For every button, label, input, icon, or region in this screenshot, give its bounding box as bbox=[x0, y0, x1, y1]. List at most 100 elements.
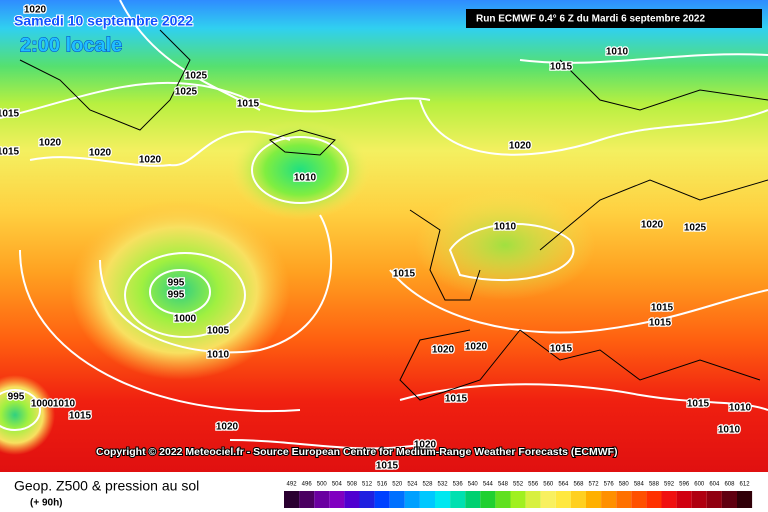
colorbar-label: 496 bbox=[302, 482, 313, 488]
colorbar-label: 512 bbox=[362, 482, 373, 488]
colorbar-label: 592 bbox=[664, 482, 675, 488]
isobar-label: 995 bbox=[8, 392, 25, 403]
isobar-label: 1000 bbox=[31, 399, 54, 410]
isobar-label: 1015 bbox=[649, 318, 672, 329]
isobar-label: 1015 bbox=[687, 399, 710, 410]
isobar-label: 1025 bbox=[185, 71, 208, 82]
isobar-label: 1015 bbox=[550, 344, 573, 355]
colorbar-swatch bbox=[737, 491, 753, 508]
colorbar-label: 524 bbox=[407, 482, 418, 488]
low bbox=[230, 120, 370, 220]
colorbar-swatch bbox=[465, 491, 481, 508]
forecast-date: Samedi 10 septembre 2022 bbox=[14, 13, 193, 29]
colorbar-label: 572 bbox=[589, 482, 600, 488]
colorbar-label: 532 bbox=[438, 482, 449, 488]
isobar-label: 1020 bbox=[641, 220, 664, 231]
local-time: 2:00 locale bbox=[20, 34, 122, 56]
isobar-label: 1015 bbox=[237, 99, 260, 110]
isobar-label: 1015 bbox=[376, 461, 399, 472]
colorbar-swatch bbox=[555, 491, 571, 508]
colorbar-label: 520 bbox=[392, 482, 403, 488]
run-box bbox=[466, 9, 762, 28]
colorbar-label: 536 bbox=[453, 482, 464, 488]
colorbar-swatch bbox=[359, 491, 375, 508]
isobar-label: 995 bbox=[168, 290, 185, 301]
colorbar-label: 508 bbox=[347, 482, 358, 488]
colorbar-swatch bbox=[495, 491, 511, 508]
colorbar-swatch bbox=[525, 491, 541, 508]
colorbar-swatch bbox=[661, 491, 677, 508]
colorbar-swatch bbox=[450, 491, 466, 508]
colorbar-swatch bbox=[510, 491, 526, 508]
isobar-label: 1020 bbox=[414, 440, 437, 451]
isobar-label: 1015 bbox=[69, 411, 92, 422]
isobars bbox=[0, 0, 768, 448]
colorbar-swatch bbox=[329, 491, 345, 508]
colorbar-swatch bbox=[344, 491, 360, 508]
colorbar-label: 584 bbox=[634, 482, 645, 488]
isobar-label: 1010 bbox=[294, 173, 317, 184]
low bbox=[0, 375, 55, 455]
low bbox=[70, 200, 290, 380]
colorbar-label: 540 bbox=[468, 482, 479, 488]
isobar-label: 1020 bbox=[465, 342, 488, 353]
colorbar-label: 552 bbox=[513, 482, 524, 488]
isobar-label: 1020 bbox=[139, 155, 162, 166]
colorbar-swatch bbox=[480, 491, 496, 508]
isobar-label: 1010 bbox=[494, 222, 517, 233]
colorbar-swatch bbox=[721, 491, 737, 508]
colorbar-swatch bbox=[314, 491, 330, 508]
colorbar-label: 564 bbox=[558, 482, 569, 488]
colorbar-label: 544 bbox=[483, 482, 494, 488]
colorbar-label: 596 bbox=[679, 482, 690, 488]
lead-time: (+ 90h) bbox=[30, 498, 63, 509]
colorbar-label: 504 bbox=[332, 482, 343, 488]
copyright: Copyright © 2022 Meteociel.fr - Source E… bbox=[96, 446, 618, 458]
colorbar-swatch bbox=[435, 491, 451, 508]
isobar-label: 1020 bbox=[216, 422, 239, 433]
isobar-label: 995 bbox=[168, 278, 185, 289]
isobar-label: 1015 bbox=[651, 303, 674, 314]
colorbar-label: 600 bbox=[694, 482, 705, 488]
colorbar-label: 556 bbox=[528, 482, 539, 488]
colorbar-swatch bbox=[631, 491, 647, 508]
colorbar-swatch bbox=[706, 491, 722, 508]
isobar-label: 1010 bbox=[729, 403, 752, 414]
colorbar-swatch bbox=[586, 491, 602, 508]
isobar-label: 1020 bbox=[24, 5, 47, 16]
colorbar-swatch bbox=[284, 491, 300, 508]
isobar-label: 1015 bbox=[393, 269, 416, 280]
colorbar: 492 496 500 504 508 512 516 520 524 528 532 536 540 5… bbox=[284, 482, 753, 508]
colorbar-label: 548 bbox=[498, 482, 509, 488]
isobar-label: 1005 bbox=[207, 326, 230, 337]
colorbar-label: 612 bbox=[740, 482, 751, 488]
isobar-label: 1025 bbox=[684, 223, 707, 234]
colorbar-swatch bbox=[646, 491, 662, 508]
isobar-label: 1020 bbox=[89, 148, 112, 159]
colorbar-swatch bbox=[299, 491, 315, 508]
colorbar-label: 576 bbox=[604, 482, 615, 488]
colorbar-label: 608 bbox=[724, 482, 735, 488]
isobar-label: 1010 bbox=[53, 399, 76, 410]
colorbar-label: 568 bbox=[573, 482, 584, 488]
run-info: Run ECMWF 0.4° 6 Z du Mardi 6 septembre … bbox=[476, 14, 705, 25]
colorbar-swatch bbox=[616, 491, 632, 508]
colorbar-label: 492 bbox=[287, 482, 298, 488]
colorbar-label: 604 bbox=[709, 482, 720, 488]
isobar-label: 1010 bbox=[606, 47, 629, 58]
colorbar-swatch bbox=[404, 491, 420, 508]
colorbar-swatch bbox=[389, 491, 405, 508]
isobar-label: 1015 bbox=[0, 109, 20, 120]
isobar-label: 1000 bbox=[174, 314, 197, 325]
coastlines bbox=[19, 29, 768, 401]
colorbar-label: 500 bbox=[317, 482, 328, 488]
isobar-label: 1025 bbox=[175, 87, 198, 98]
footer-title: Geop. Z500 & pression au sol bbox=[14, 478, 199, 494]
isobar-label: 1015 bbox=[0, 147, 20, 158]
colorbar-swatch bbox=[601, 491, 617, 508]
low bbox=[415, 190, 595, 300]
isobar-labels: 1020 1025 1025 1015 1015 1015 1020 1020 1020 1010… bbox=[0, 3, 753, 473]
isobar-label: 1020 bbox=[39, 138, 62, 149]
colorbar-label: 588 bbox=[649, 482, 660, 488]
